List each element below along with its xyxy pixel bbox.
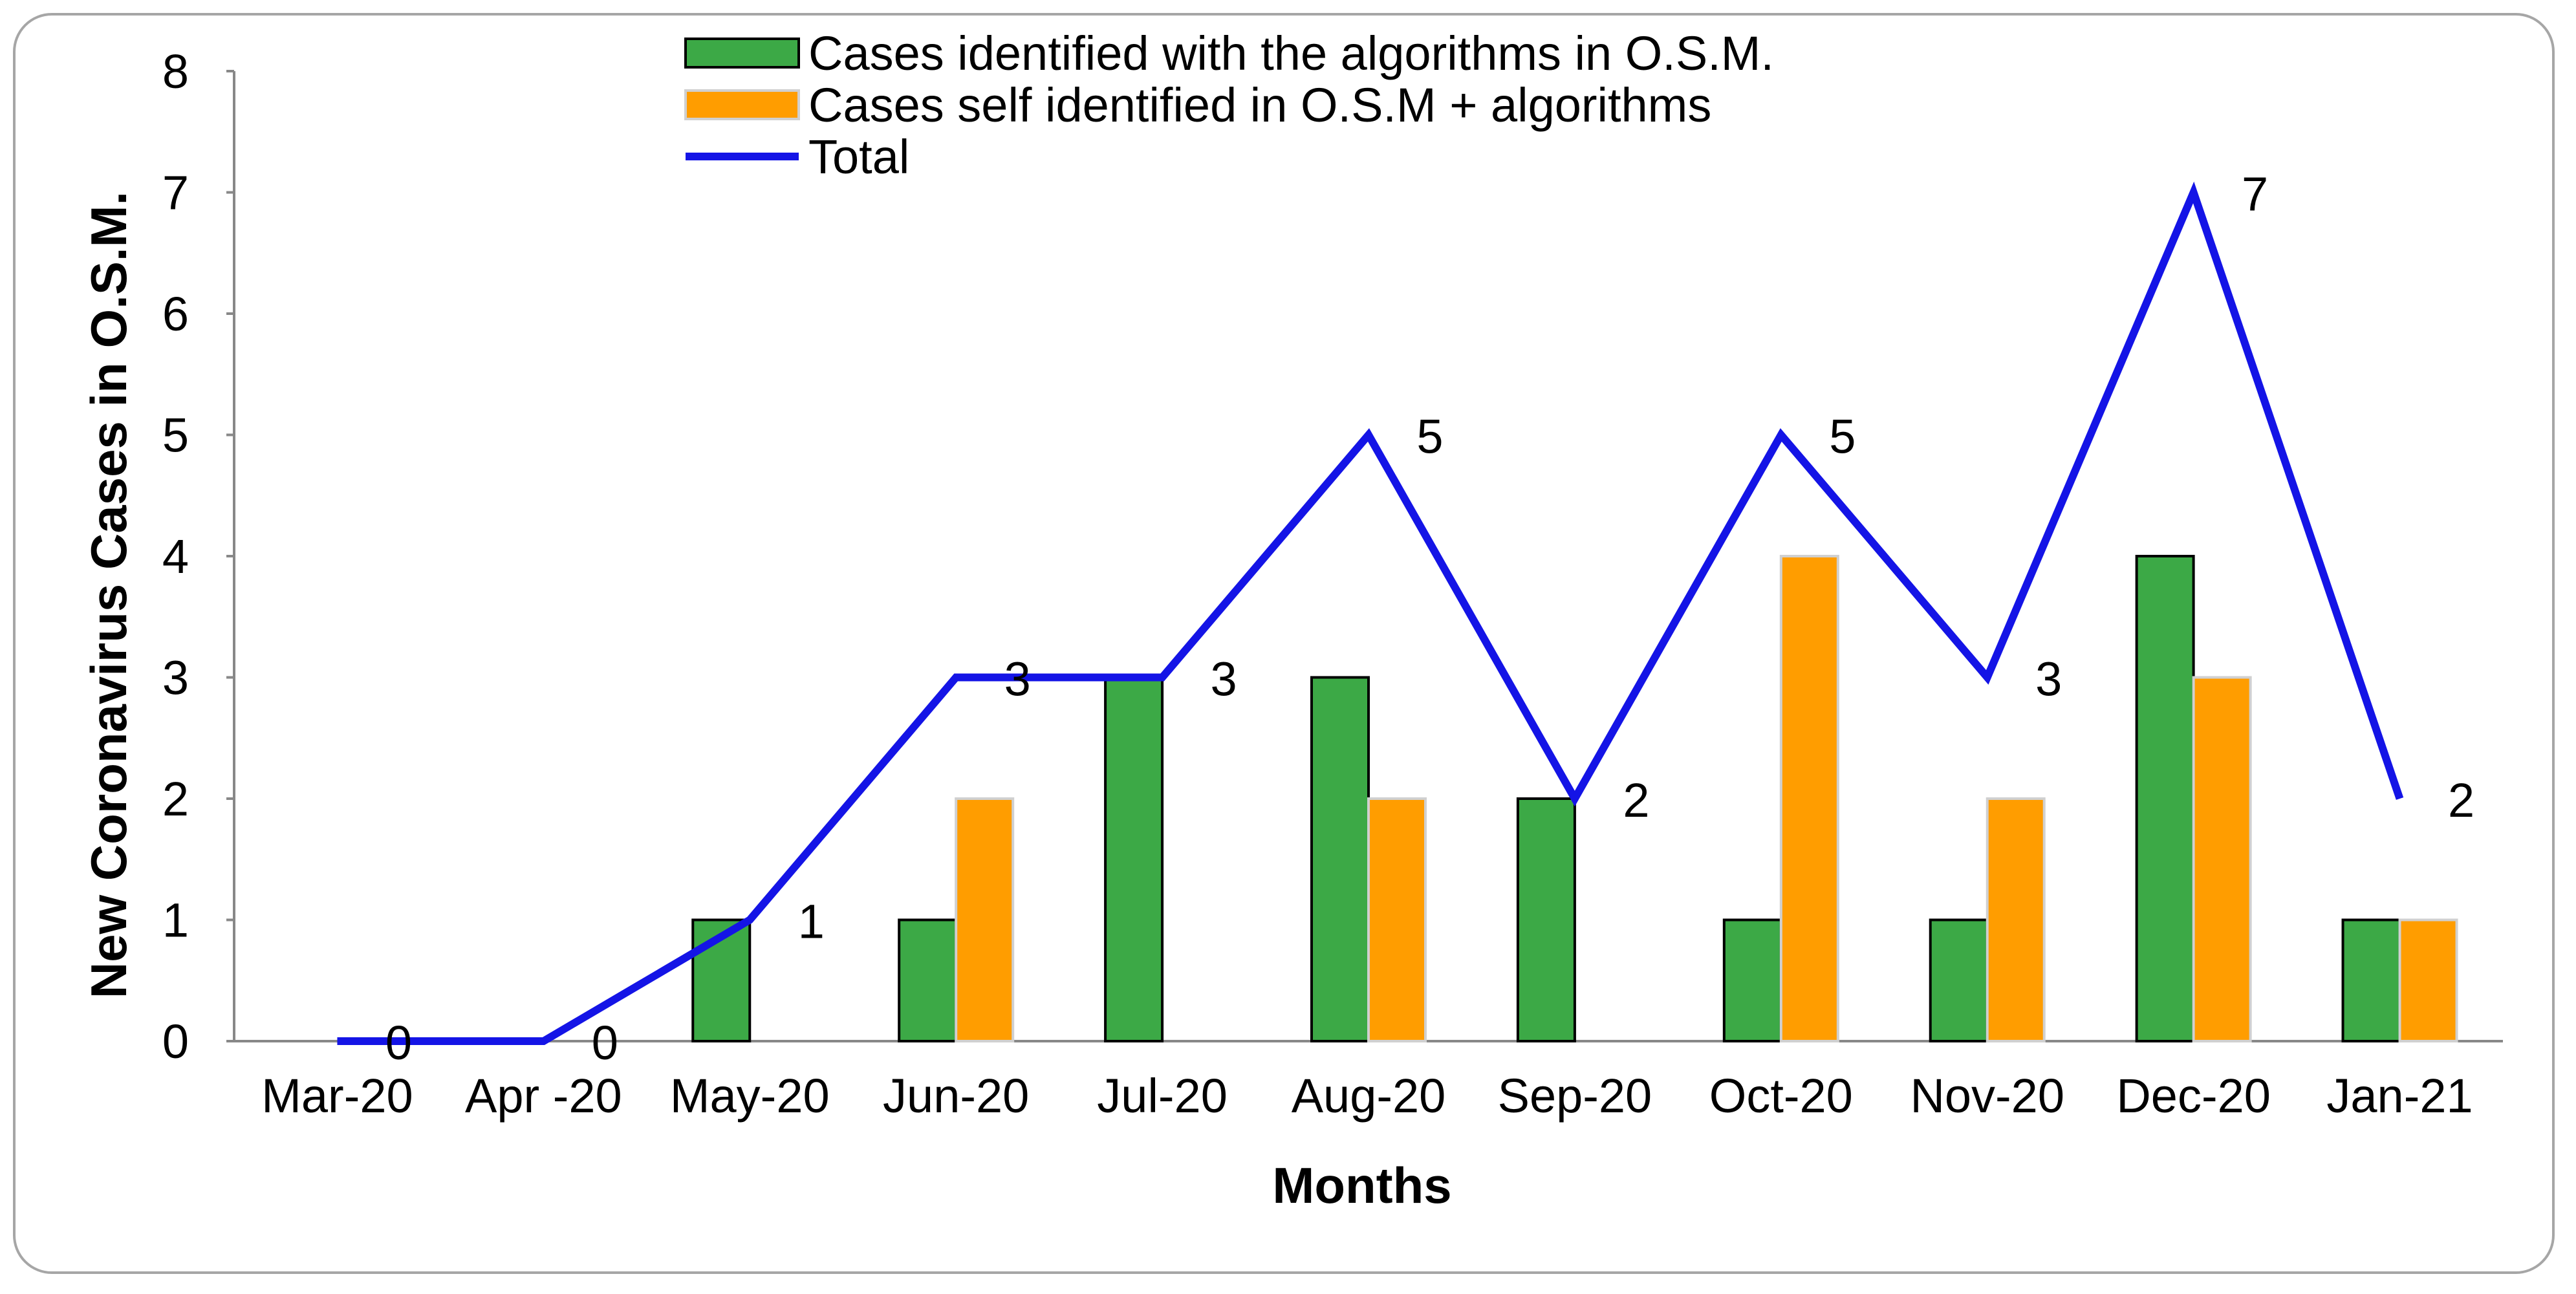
x-category-label: May-20 [670, 1069, 830, 1123]
total-data-label: 3 [2035, 652, 2062, 706]
legend-label-algorithms: Cases identified with the algorithms in … [808, 27, 1774, 80]
total-data-label: 5 [1416, 410, 1443, 464]
bar-algorithms [2341, 918, 2401, 1042]
bar-algorithms [1516, 797, 1576, 1042]
x-category-label: Oct-20 [1709, 1069, 1853, 1123]
bar-self-identified [2398, 918, 2458, 1042]
total-line [337, 181, 2404, 1045]
legend-label-total: Total [808, 130, 909, 184]
bar-algorithms [2135, 555, 2195, 1042]
bar-algorithms [1310, 676, 1370, 1042]
total-data-label: 3 [1004, 652, 1031, 706]
total-data-label: 5 [1829, 410, 1856, 464]
data-labels: 0 0 1 3 3 5 2 5 3 7 2 [385, 167, 2474, 1070]
x-category-label: Dec-20 [2116, 1069, 2271, 1123]
y-tick-label: 7 [162, 166, 189, 220]
total-data-label: 0 [592, 1016, 618, 1070]
y-tick-label: 1 [162, 894, 189, 947]
y-tick-label: 0 [162, 1015, 189, 1068]
x-category-label: Sep-20 [1498, 1069, 1652, 1123]
x-category-label: Jan-21 [2326, 1069, 2473, 1123]
x-axis-title: Months [1272, 1157, 1451, 1214]
total-data-label: 0 [385, 1016, 412, 1070]
x-category-label: Jun-20 [883, 1069, 1029, 1123]
y-tick-label: 6 [162, 287, 189, 341]
total-line-layer [337, 181, 2404, 1045]
y-tick-label: 3 [162, 651, 189, 705]
bar-self-identified [1986, 797, 2046, 1042]
x-category-label: Apr -20 [465, 1069, 622, 1123]
x-category-labels: Mar-20 Apr -20 May-20 Jun-20 Jul-20 Aug-20 Sep… [261, 1069, 2473, 1123]
x-category-label: Mar-20 [261, 1069, 413, 1123]
bar-self-identified [955, 797, 1015, 1042]
bar-algorithms [898, 918, 958, 1042]
y-tick-label: 8 [162, 45, 189, 98]
x-category-label: Aug-20 [1292, 1069, 1446, 1123]
y-tick-label: 4 [162, 530, 189, 583]
bar-self-identified [1367, 797, 1427, 1042]
bar-algorithms [1104, 676, 1164, 1042]
total-data-label: 1 [798, 895, 825, 949]
x-category-label: Jul-20 [1097, 1069, 1228, 1123]
total-data-label: 2 [2448, 773, 2474, 827]
legend-swatch-self-identified [684, 89, 800, 120]
bar-algorithms [1722, 918, 1782, 1042]
total-data-label: 3 [1211, 652, 1237, 706]
total-data-label: 2 [1623, 773, 1649, 827]
bar-self-identified [1779, 555, 1839, 1042]
legend: Cases identified with the algorithms in … [684, 27, 1774, 184]
bar-self-identified [2192, 676, 2252, 1042]
y-tick-label: 2 [162, 772, 189, 826]
y-axis-title: New Coronavirus Cases in O.S.M. [80, 191, 137, 998]
y-tick-labels: 0 1 2 3 4 5 6 7 8 [162, 45, 234, 1068]
y-tick-label: 5 [162, 409, 189, 462]
x-category-label: Nov-20 [1910, 1069, 2064, 1123]
legend-label-self-identified: Cases self identified in O.S.M + algorit… [808, 78, 1711, 132]
bar-algorithms [1929, 918, 1989, 1042]
legend-swatch-algorithms [684, 38, 800, 69]
total-data-label: 7 [2242, 167, 2268, 221]
chart-frame [13, 13, 2555, 1274]
bars [691, 555, 2458, 1042]
